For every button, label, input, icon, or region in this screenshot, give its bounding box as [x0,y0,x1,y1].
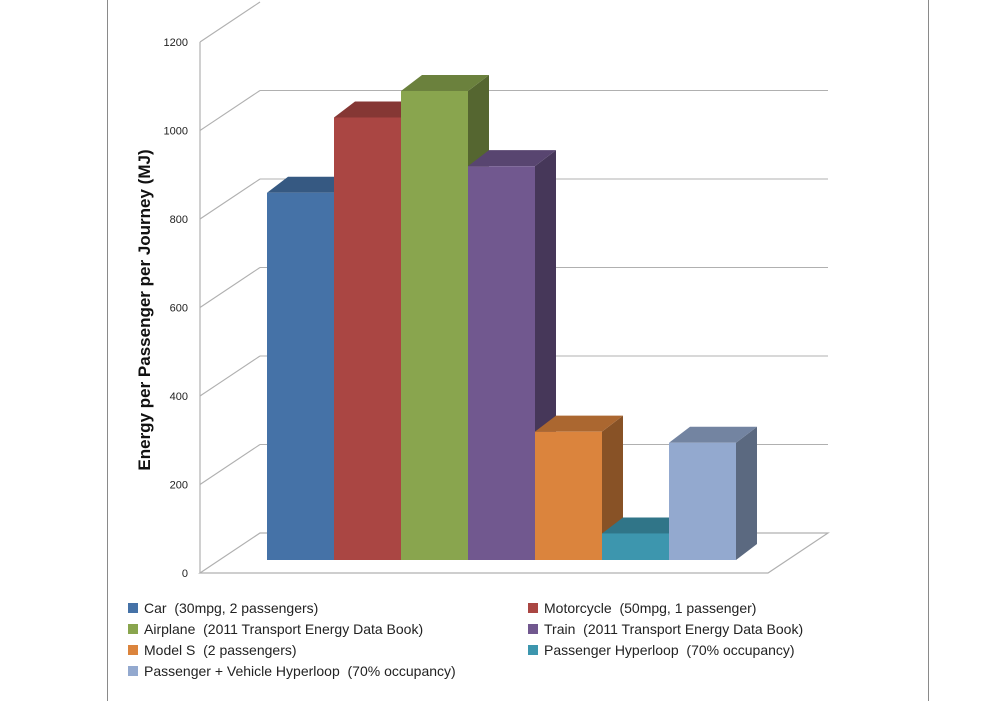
bar-front-face [468,166,535,561]
legend-swatch [128,645,138,655]
frame-left-border [107,0,108,701]
y-tick-label: 1000 [164,126,188,138]
y-axis-label: Energy per Passenger per Journey (MJ) [135,149,154,470]
legend-swatch [128,666,138,676]
frame-right-border [928,0,929,701]
bar-top-face [669,426,757,443]
legend-label: Motorcycle (50mpg, 1 passenger) [544,600,757,616]
legend-item: Motorcycle (50mpg, 1 passenger) [528,600,756,616]
gridline-side [199,90,261,131]
y-tick-label: 600 [170,303,188,315]
legend-item: Train (2011 Transport Energy Data Book) [528,621,803,637]
y-tick-label: 200 [170,480,188,492]
bar [669,426,757,560]
legend-swatch [528,624,538,634]
bar-front-face [401,90,468,560]
bar-front-face [669,442,736,560]
gridline-side [199,267,261,308]
legend-item: Passenger Hyperloop (70% occupancy) [528,642,795,658]
y-tick-label: 400 [170,391,188,403]
bar-top-face [267,176,355,193]
y-tick-labels: 0 200 400 600 800 1000 1200 [164,37,188,580]
bar-front-face [602,533,669,560]
gridline-side [199,444,261,485]
bar-layer [267,74,757,561]
legend-swatch [128,603,138,613]
legend-label: Airplane (2011 Transport Energy Data Boo… [144,621,424,637]
gridline-side [199,355,261,397]
legend-swatch [128,624,138,634]
y-tick-label: 1200 [164,37,188,49]
bar-front-face [267,192,334,560]
legend-label: Train (2011 Transport Energy Data Book) [544,621,804,637]
legend-label: Passenger + Vehicle Hyperloop (70% occup… [144,663,456,679]
legend-item: Airplane (2011 Transport Energy Data Boo… [128,621,423,637]
chart-floor [198,532,830,574]
legend-label: Car (30mpg, 2 passengers) [144,600,319,616]
legend-swatch [528,603,538,613]
bar-top-face [468,150,556,167]
legend-item: Car (30mpg, 2 passengers) [128,600,318,616]
bar-front-face [334,117,401,560]
legend-label: Model S (2 passengers) [144,642,297,658]
legend-swatch [528,645,538,655]
gridline-side [199,178,261,220]
bar-front-face [535,431,602,560]
bar-top-face [401,74,489,91]
bar-top-face [334,101,422,118]
bar-top-face [602,517,690,534]
bar-top-face [535,415,623,432]
y-tick-label: 0 [182,568,188,580]
bar [535,415,623,560]
bar [468,150,556,561]
legend-label: Passenger Hyperloop (70% occupancy) [544,642,795,658]
legend-item: Passenger + Vehicle Hyperloop (70% occup… [128,663,456,679]
legend-item: Model S (2 passengers) [128,642,297,658]
y-tick-label: 800 [170,214,188,226]
gridline-side [199,1,261,43]
bar-side-face [736,426,757,560]
